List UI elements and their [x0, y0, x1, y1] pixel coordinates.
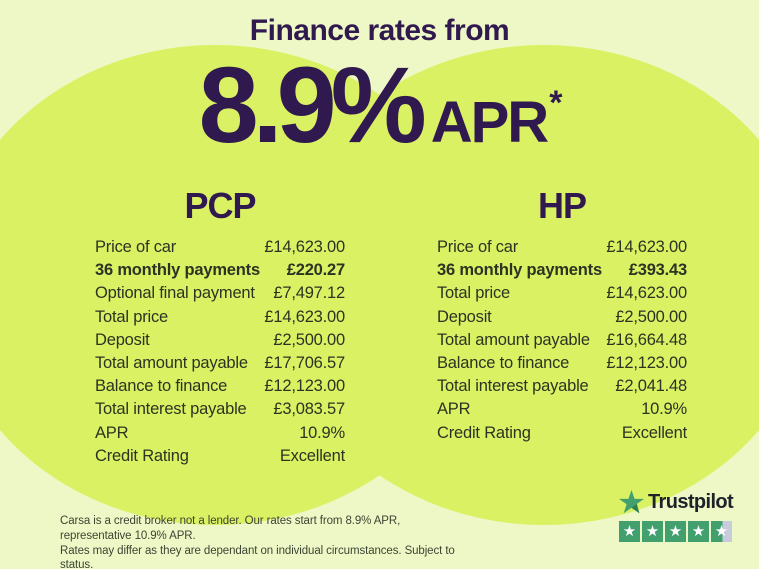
pcp-column: PCP Price of car £14,623.00 36 monthly pay… — [95, 188, 345, 468]
trustpilot-star-box: ★ — [711, 521, 732, 542]
trustpilot-star-box: ★ — [665, 521, 686, 542]
finance-table-row: Balance to finance £12,123.00 — [437, 352, 687, 375]
row-label: Balance to finance — [437, 354, 570, 373]
disclaimer-line-2: Rates may differ as they are dependant o… — [60, 544, 455, 569]
rate-value: 8.9% — [198, 44, 427, 165]
row-value: Excellent — [279, 446, 345, 465]
row-label: APR — [95, 423, 129, 442]
banner-eyebrow-title: Finance rates from — [249, 14, 510, 47]
row-value: £2,500.00 — [615, 307, 687, 326]
background-circle-right — [274, 45, 759, 525]
star-glyph: ★ — [645, 523, 660, 540]
row-label: Total amount payable — [95, 354, 248, 373]
trustpilot-wordmark: Trustpilot — [648, 490, 734, 513]
row-value: 10.9% — [299, 423, 345, 442]
trustpilot-star-box: ★ — [688, 521, 709, 542]
trustpilot-star-icon — [619, 490, 644, 514]
apr-label: APR — [430, 90, 549, 155]
row-value: £17,706.57 — [264, 354, 345, 373]
row-value: £12,123.00 — [606, 354, 687, 373]
row-value: £14,623.00 — [264, 307, 345, 326]
row-label: Balance to finance — [95, 377, 228, 396]
row-label: Total interest payable — [95, 400, 247, 419]
trustpilot-star-box: ★ — [619, 521, 640, 542]
row-value: £14,623.00 — [264, 238, 345, 256]
finance-table-row: Total interest payable £2,041.48 — [437, 375, 687, 398]
finance-table-row: 36 monthly payments £393.43 — [437, 259, 687, 282]
trustpilot-badge[interactable]: Trustpilot ★ ★ ★ ★ ★ — [619, 490, 739, 542]
finance-table-row: Deposit £2,500.00 — [437, 306, 687, 329]
row-value: £16,664.48 — [606, 330, 687, 349]
row-value: £3,083.57 — [273, 400, 345, 419]
row-label: Price of car — [437, 238, 519, 256]
row-label: Credit Rating — [95, 446, 189, 465]
trustpilot-star-rating: ★ ★ ★ ★ ★ — [619, 521, 739, 542]
headline-rate: 8.9% APR * — [0, 44, 759, 165]
row-label: Credit Rating — [437, 423, 531, 442]
legal-disclaimer: Carsa is a credit broker not a lender. O… — [60, 514, 460, 569]
finance-table-row: Total amount payable £17,706.57 — [95, 352, 345, 375]
star-glyph: ★ — [714, 523, 729, 540]
row-value: Excellent — [621, 423, 687, 442]
finance-table-row: Price of car £14,623.00 — [95, 236, 345, 259]
disclaimer-line-1: Carsa is a credit broker not a lender. O… — [60, 515, 401, 542]
row-value: £2,041.48 — [615, 377, 687, 396]
row-label: 36 monthly payments — [437, 261, 602, 280]
row-label: Deposit — [95, 330, 150, 349]
finance-table-row: Credit Rating Excellent — [95, 445, 345, 468]
apr-asterisk: * — [549, 84, 563, 122]
star-glyph: ★ — [691, 523, 706, 540]
row-label: Deposit — [437, 307, 492, 326]
finance-table-row: APR 10.9% — [95, 422, 345, 445]
row-value: 10.9% — [641, 400, 687, 419]
row-value: £12,123.00 — [264, 377, 345, 396]
finance-table-row: Total price £14,623.00 — [437, 282, 687, 305]
row-label: Total price — [437, 284, 511, 303]
hp-rows: Price of car £14,623.00 36 monthly payment… — [437, 236, 687, 445]
trustpilot-star-box: ★ — [642, 521, 663, 542]
finance-table-row: Balance to finance £12,123.00 — [95, 375, 345, 398]
row-label: Total price — [95, 307, 169, 326]
row-label: Price of car — [95, 238, 177, 256]
trustpilot-logo-row: Trustpilot — [619, 490, 739, 514]
finance-table-row: Optional final payment £7,497.12 — [95, 282, 345, 305]
row-value: £393.43 — [628, 261, 687, 280]
finance-table-row: Total price £14,623.00 — [95, 306, 345, 329]
row-label: Optional final payment — [95, 284, 255, 303]
row-label: Total amount payable — [437, 330, 590, 349]
row-value: £14,623.00 — [606, 284, 687, 303]
row-value: £14,623.00 — [606, 238, 687, 256]
star-glyph: ★ — [622, 523, 637, 540]
finance-table-row: Credit Rating Excellent — [437, 422, 687, 445]
hp-column-title: HP — [537, 185, 587, 226]
row-label: APR — [437, 400, 471, 419]
finance-table-row: Price of car £14,623.00 — [437, 236, 687, 259]
pcp-column-title: PCP — [184, 185, 256, 226]
hp-column: HP Price of car £14,623.00 36 monthly paym… — [437, 188, 687, 445]
star-glyph: ★ — [668, 523, 683, 540]
finance-table-row: Total amount payable £16,664.48 — [437, 329, 687, 352]
finance-table-row: Total interest payable £3,083.57 — [95, 398, 345, 421]
row-value: £2,500.00 — [273, 330, 345, 349]
row-label: Total interest payable — [437, 377, 589, 396]
finance-table-row: Deposit £2,500.00 — [95, 329, 345, 352]
finance-table-row: APR 10.9% — [437, 398, 687, 421]
finance-table-row: 36 monthly payments £220.27 — [95, 259, 345, 282]
row-value: £7,497.12 — [273, 284, 345, 303]
row-label: 36 monthly payments — [95, 261, 260, 280]
pcp-rows: Price of car £14,623.00 36 monthly payment… — [95, 236, 345, 468]
row-value: £220.27 — [286, 261, 345, 280]
